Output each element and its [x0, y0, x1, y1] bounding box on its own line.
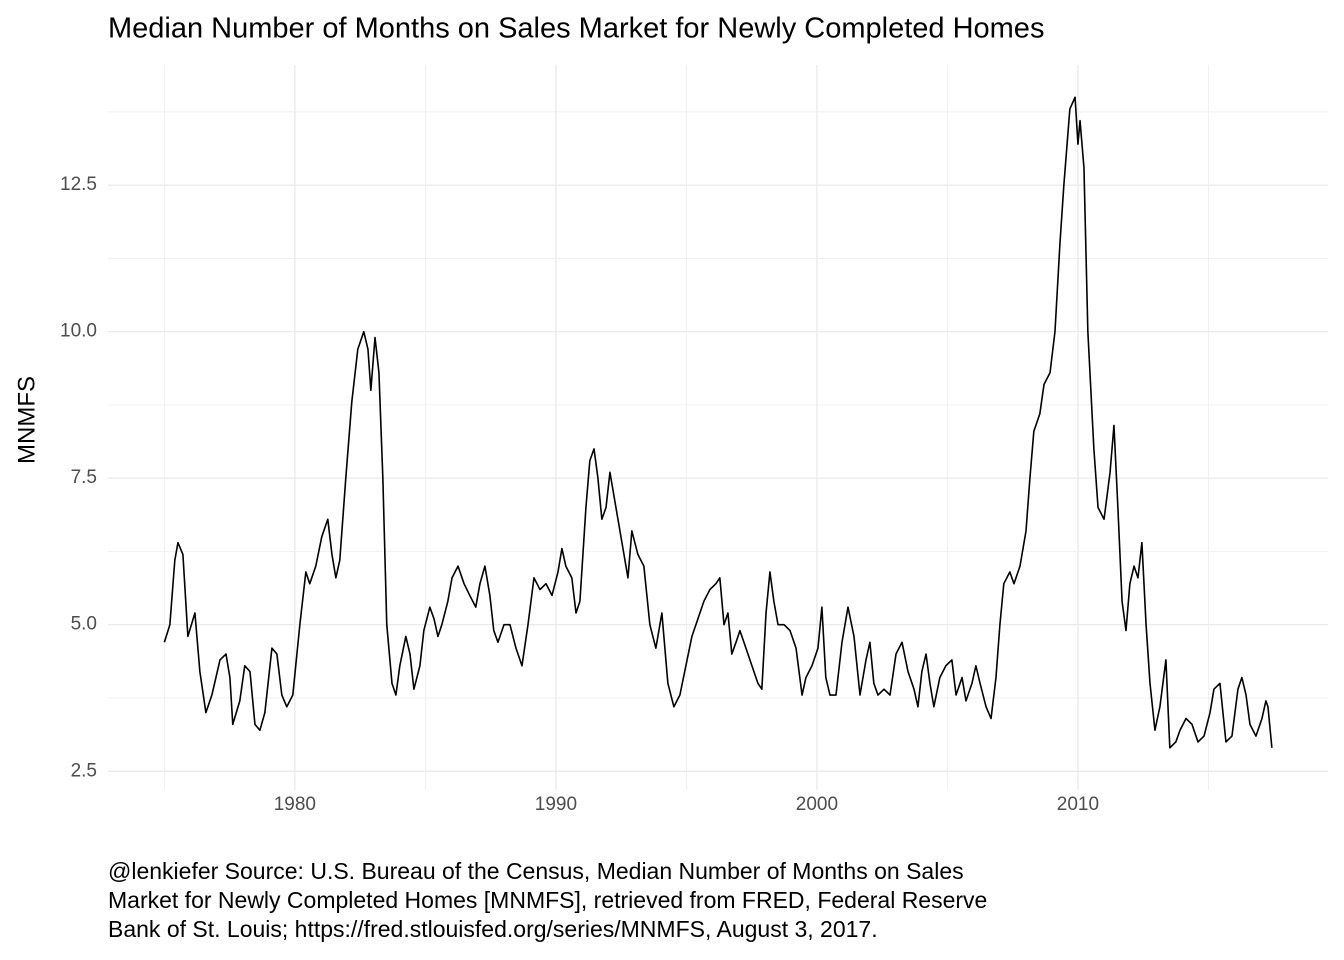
data-line: [163, 96, 1273, 749]
plot-area: [163, 96, 1273, 749]
y-tick-label: 12.5: [60, 174, 97, 195]
x-tick-label: 2000: [796, 794, 838, 815]
caption-line: Market for Newly Completed Homes [MNMFS]…: [108, 887, 987, 913]
x-tick-label: 2010: [1057, 794, 1099, 815]
y-tick-label: 2.5: [71, 760, 97, 781]
y-tick-label: 10.0: [60, 321, 97, 342]
caption-line: Bank of St. Louis; https://fred.stlouisf…: [108, 916, 878, 942]
chart-title: Median Number of Months on Sales Market …: [108, 13, 1044, 45]
y-axis-title: MNMFS: [13, 376, 40, 464]
x-tick-label: 1980: [274, 794, 316, 815]
caption-line: @lenkiefer Source: U.S. Bureau of the Ce…: [108, 858, 964, 884]
y-tick-label: 5.0: [71, 614, 97, 635]
x-tick-label: 1990: [535, 794, 577, 815]
grid: [108, 65, 1328, 790]
y-tick-label: 7.5: [71, 467, 97, 488]
